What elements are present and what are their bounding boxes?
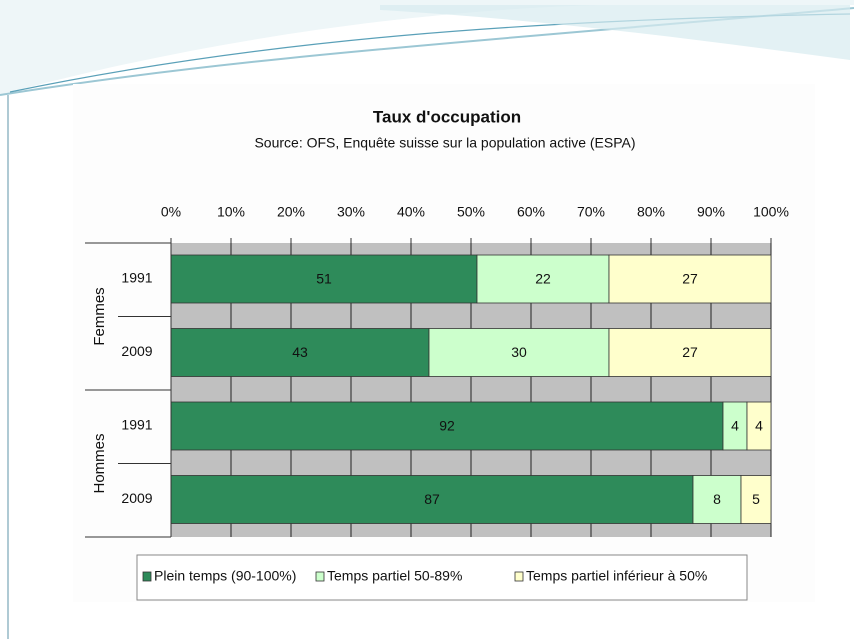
bar-segment [746, 401, 772, 451]
data-label: 27 [682, 344, 698, 360]
data-label: 4 [755, 418, 763, 434]
x-tick-label: 40% [397, 204, 425, 220]
bar-segment [722, 401, 748, 451]
data-label: 51 [316, 271, 332, 287]
chart-subtitle: Source: OFS, Enquête suisse sur la popul… [254, 135, 635, 151]
y-tick-label: 2009 [121, 490, 152, 506]
x-tick-label: 80% [637, 204, 665, 220]
group-label: Hommes [91, 433, 108, 493]
data-label: 4 [731, 418, 739, 434]
bar-segment [740, 475, 772, 524]
chart-title: Taux d'occupation [373, 107, 521, 126]
data-label: 43 [292, 344, 308, 360]
legend-swatch [315, 571, 325, 582]
data-label: 8 [713, 491, 721, 507]
legend-label: Temps partiel inférieur à 50% [526, 568, 707, 584]
data-label: 87 [424, 491, 440, 507]
x-tick-label: 60% [517, 204, 545, 220]
data-label: 22 [535, 271, 551, 287]
y-tick-label: 1991 [121, 417, 152, 433]
bar-segment [170, 475, 694, 524]
legend-box [136, 554, 748, 601]
wave-decoration [0, 0, 854, 95]
bar-segment [692, 475, 742, 524]
x-tick-label: 10% [217, 204, 245, 220]
x-tick-label: 30% [337, 204, 365, 220]
wave-decoration [380, 5, 850, 60]
group-label: Femmes [91, 287, 108, 345]
legend-swatch [514, 571, 524, 582]
legend-label: Plein temps (90-100%) [154, 568, 296, 584]
data-label: 92 [439, 418, 455, 434]
x-tick-label: 0% [161, 204, 181, 220]
x-tick-label: 100% [753, 204, 789, 220]
x-tick-label: 20% [277, 204, 305, 220]
legend-swatch [142, 571, 152, 582]
x-tick-label: 50% [457, 204, 485, 220]
data-label: 30 [511, 344, 527, 360]
bar-segment [428, 328, 610, 377]
x-tick-label: 90% [697, 204, 725, 220]
data-label: 5 [752, 491, 760, 507]
y-tick-label: 1991 [121, 270, 152, 286]
bar-segment [608, 328, 772, 377]
bar-segment [170, 254, 478, 304]
y-tick-label: 2009 [121, 343, 152, 359]
x-tick-label: 70% [577, 204, 605, 220]
data-label: 27 [682, 271, 698, 287]
legend-label: Temps partiel 50-89% [327, 568, 462, 584]
bar-segment [608, 254, 772, 304]
